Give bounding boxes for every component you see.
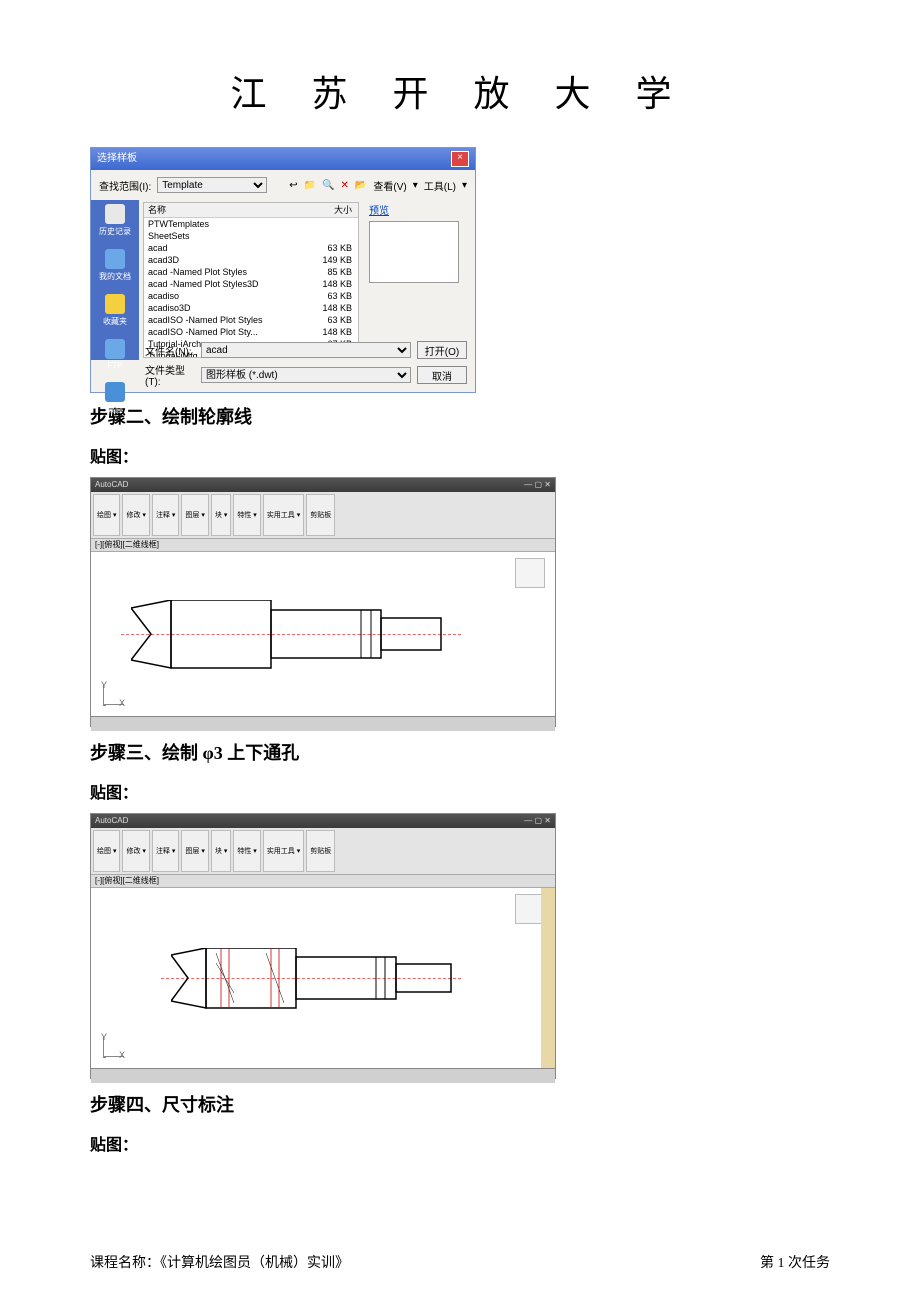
ribbon-group[interactable]: 特性 ▾ <box>233 830 260 872</box>
cad-statusbar-2 <box>91 1068 555 1083</box>
col-size: 大小 <box>302 203 358 217</box>
cad-canvas-2[interactable]: YX <box>91 888 555 1068</box>
file-row[interactable]: acadiso3D148 KB <box>144 302 358 314</box>
file-row[interactable]: acadISO -Named Plot Sty...148 KB <box>144 326 358 338</box>
search-icon[interactable]: 🔍 <box>322 180 334 191</box>
ribbon-group[interactable]: 图层 ▾ <box>181 494 208 536</box>
ribbon-group[interactable]: 图层 ▾ <box>181 830 208 872</box>
paste-label-2: 贴图： <box>90 779 830 803</box>
step2-heading: 步骤二、绘制轮廓线 <box>90 403 830 429</box>
ribbon-group[interactable]: 注释 ▾ <box>152 494 179 536</box>
file-row[interactable]: acad -Named Plot Styles85 KB <box>144 266 358 278</box>
ribbon-group[interactable]: 实用工具 ▾ <box>263 494 304 536</box>
dialog-title-text: 选择样板 <box>97 148 137 170</box>
tools-label[interactable]: 工具(L) <box>424 178 456 193</box>
ribbon-group[interactable]: 剪贴板 <box>306 494 335 536</box>
ribbon-group[interactable]: 块 ▾ <box>211 830 231 872</box>
ribbon-group[interactable]: 绘图 ▾ <box>93 494 120 536</box>
ribbon-group[interactable]: 剪贴板 <box>306 830 335 872</box>
course-name: 课程名称：《计算机绘图员（机械）实训》 <box>90 1252 349 1272</box>
sidebar-item[interactable]: 我的文档 <box>99 249 131 282</box>
file-row[interactable]: acad -Named Plot Styles3D148 KB <box>144 278 358 290</box>
paste-label-1: 贴图： <box>90 443 830 467</box>
ribbon-group[interactable]: 块 ▾ <box>211 494 231 536</box>
newfolder-icon[interactable]: 📂 <box>355 180 367 191</box>
viewport-label: [-][俯视][二维线框] <box>91 539 555 552</box>
cad-canvas-1[interactable]: YX <box>91 552 555 716</box>
window-controls-2[interactable]: — ▢ ✕ <box>524 814 551 828</box>
viewport-label-2: [-][俯视][二维线框] <box>91 875 555 888</box>
template-dialog: 选择样板 × 查找范围(I): Template ↩ 📁 🔍 ✕ 📂 查看(V)… <box>90 147 476 393</box>
filename-label: 文件名(N): <box>145 343 195 358</box>
up-icon[interactable]: 📁 <box>304 180 316 191</box>
cad-screenshot-1: AutoCAD — ▢ ✕ 绘图 ▾修改 ▾注释 ▾图层 ▾块 ▾特性 ▾实用工… <box>90 477 556 727</box>
back-icon[interactable]: ↩ <box>289 180 297 191</box>
lookin-label: 查找范围(I): <box>99 178 151 193</box>
part-outline-2 <box>171 948 461 1010</box>
sidebar-item[interactable]: 桌面 <box>105 382 125 415</box>
paste-label-3: 贴图： <box>90 1131 830 1155</box>
ribbon-group[interactable]: 修改 ▾ <box>122 830 149 872</box>
cad-app-title-2: AutoCAD <box>95 814 128 828</box>
cad-screenshot-2: AutoCAD — ▢ ✕ 绘图 ▾修改 ▾注释 ▾图层 ▾块 ▾特性 ▾实用工… <box>90 813 556 1079</box>
file-row[interactable]: acad3D149 KB <box>144 254 358 266</box>
file-row[interactable]: acadISO -Named Plot Styles63 KB <box>144 314 358 326</box>
filename-input[interactable]: acad <box>201 342 411 358</box>
filetype-label: 文件类型(T): <box>145 362 195 388</box>
preview-box <box>369 221 459 283</box>
file-row[interactable]: SheetSets <box>144 230 358 242</box>
delete-icon[interactable]: ✕ <box>341 180 349 191</box>
cancel-button[interactable]: 取消 <box>417 366 467 384</box>
filetype-select[interactable]: 图形样板 (*.dwt) <box>201 367 411 383</box>
file-row[interactable]: acad63 KB <box>144 242 358 254</box>
part-outline-1 <box>131 600 451 670</box>
dialog-sidebar: 历史记录我的文档收藏夹FTP桌面 <box>91 200 139 360</box>
col-name: 名称 <box>144 203 302 217</box>
ribbon-group[interactable]: 注释 ▾ <box>152 830 179 872</box>
file-row[interactable]: acadiso63 KB <box>144 290 358 302</box>
ribbon-group[interactable]: 特性 ▾ <box>233 494 260 536</box>
file-list[interactable]: 名称 大小 PTWTemplatesSheetSetsacad63 KBacad… <box>143 202 359 358</box>
step3-heading: 步骤三、绘制 φ3 上下通孔 <box>90 739 830 765</box>
step4-heading: 步骤四、尺寸标注 <box>90 1091 830 1117</box>
university-title: 江 苏 开 放 大 学 <box>90 65 830 117</box>
ribbon-group[interactable]: 实用工具 ▾ <box>263 830 304 872</box>
cad-statusbar <box>91 716 555 731</box>
cad-app-title: AutoCAD <box>95 478 128 492</box>
preview-label: 预览 <box>369 202 469 217</box>
open-button[interactable]: 打开(O) <box>417 341 467 359</box>
side-palette[interactable] <box>541 888 555 1068</box>
sidebar-item[interactable]: 历史记录 <box>99 204 131 237</box>
close-icon[interactable]: × <box>451 151 469 167</box>
sidebar-item[interactable]: FTP <box>105 339 125 370</box>
window-controls[interactable]: — ▢ ✕ <box>524 478 551 492</box>
navcube-icon[interactable] <box>515 558 545 588</box>
lookin-select[interactable]: Template <box>157 177 267 193</box>
task-number: 第 1 次任务 <box>760 1252 830 1272</box>
view-label[interactable]: 查看(V) <box>373 178 406 193</box>
ribbon-group[interactable]: 修改 ▾ <box>122 494 149 536</box>
sidebar-item[interactable]: 收藏夹 <box>103 294 127 327</box>
ribbon-group[interactable]: 绘图 ▾ <box>93 830 120 872</box>
file-row[interactable]: PTWTemplates <box>144 218 358 230</box>
